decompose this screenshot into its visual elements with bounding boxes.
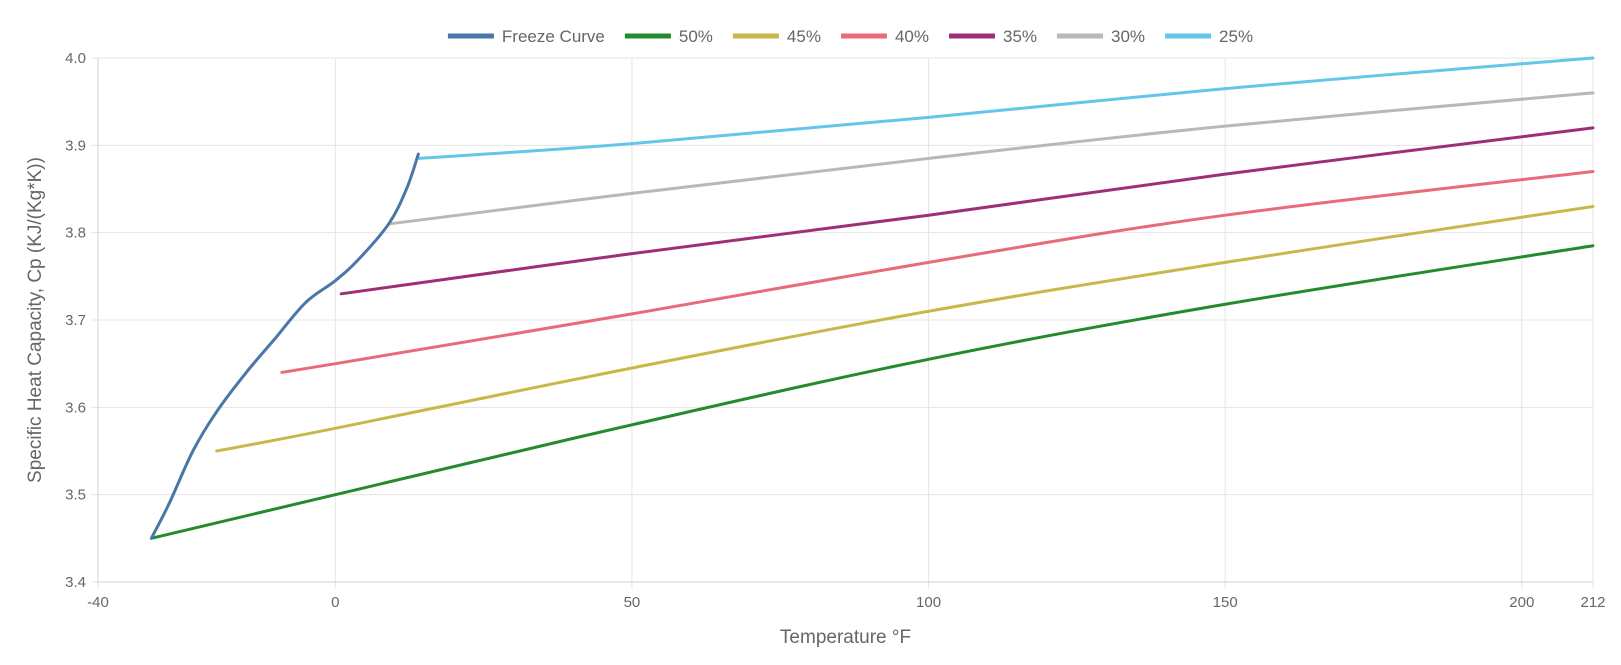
x-tick-label: 100 (916, 594, 941, 611)
legend-label: 30% (1111, 27, 1145, 46)
x-tick-label: 0 (331, 594, 339, 611)
series-line-30pct (387, 91, 1595, 226)
legend-label: 35% (1003, 27, 1037, 46)
legend-label: Freeze Curve (502, 27, 605, 46)
y-tick-label: 3.5 (65, 487, 86, 504)
legend-item-35pct[interactable]: 35% (948, 27, 1037, 46)
legend-label: 40% (895, 27, 929, 46)
legend-item-freeze-curve[interactable]: Freeze Curve (447, 27, 605, 46)
x-axis-title: Temperature °F (780, 627, 911, 648)
series-line-40pct (280, 170, 1595, 374)
legend-label: 45% (787, 27, 821, 46)
legend-item-50pct[interactable]: 50% (624, 27, 713, 46)
y-tick-label: 3.9 (65, 137, 86, 154)
legend-label: 25% (1219, 27, 1253, 46)
y-tick-label: 3.6 (65, 399, 86, 416)
series-line-freeze-curve (149, 152, 420, 540)
y-tick-label: 3.7 (65, 312, 86, 329)
axes: 3.4 3.5 3.6 3.7 3.8 3.9 4.0 -40 0 50 100 150 200 212 (65, 50, 1605, 611)
series-line-25pct (416, 56, 1595, 160)
x-tick-label: 50 (624, 594, 641, 611)
legend-item-25pct[interactable]: 25% (1165, 27, 1253, 46)
legend-item-30pct[interactable]: 30% (1057, 27, 1145, 46)
legend[interactable]: Freeze Curve 50% 45% 40% 35% 30% 25% (447, 27, 1253, 46)
legend-label: 50% (679, 27, 713, 46)
y-tick-label: 3.8 (65, 225, 86, 242)
y-tick-label: 4.0 (65, 50, 86, 67)
x-tick-label: 150 (1213, 594, 1238, 611)
x-tick-label: -40 (87, 594, 109, 611)
series-lines (149, 56, 1595, 540)
legend-item-45pct[interactable]: 45% (732, 27, 821, 46)
series-line-50pct (149, 244, 1595, 540)
series-line-35pct (339, 126, 1595, 296)
x-tick-label: 200 (1509, 594, 1534, 611)
series-line-45pct (215, 204, 1595, 453)
y-axis-title: Specific Heat Capacity, Cp (KJ/(Kg*K)) (25, 157, 46, 483)
grid (97, 57, 1594, 583)
y-tick-label: 3.4 (65, 574, 86, 591)
x-tick-label: 212 (1580, 594, 1605, 611)
legend-item-40pct[interactable]: 40% (840, 27, 929, 46)
